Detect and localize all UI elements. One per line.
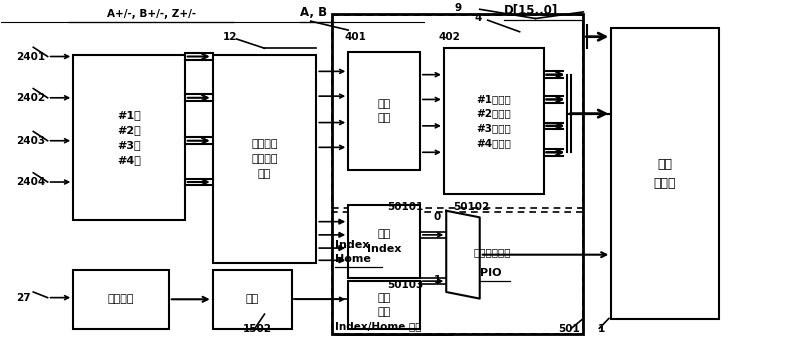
Text: 2401: 2401 xyxy=(16,52,45,62)
Text: 50102: 50102 xyxy=(454,202,490,212)
Text: A+/-, B+/-, Z+/-: A+/-, B+/-, Z+/- xyxy=(106,8,196,19)
Text: 12: 12 xyxy=(223,32,238,42)
Text: Home: Home xyxy=(334,254,370,264)
Text: 捕获
Index: 捕获 Index xyxy=(367,229,402,254)
Text: 回零开关: 回零开关 xyxy=(108,294,134,304)
Text: 1: 1 xyxy=(434,275,441,285)
Text: 2402: 2402 xyxy=(16,93,45,103)
Text: 4: 4 xyxy=(475,13,482,23)
Text: 回零信号捕获: 回零信号捕获 xyxy=(474,247,511,257)
Bar xyxy=(73,55,185,220)
Text: Index: Index xyxy=(334,240,369,250)
Text: 402: 402 xyxy=(438,32,460,42)
Text: 中央
处理器: 中央 处理器 xyxy=(654,158,676,190)
Text: A, B: A, B xyxy=(300,5,327,19)
Text: #1轴
#2轴
#3轴
#4轴: #1轴 #2轴 #3轴 #4轴 xyxy=(117,110,141,165)
Bar xyxy=(332,13,583,334)
Text: 光耦: 光耦 xyxy=(246,294,259,304)
Bar xyxy=(73,270,169,329)
Bar xyxy=(213,55,316,263)
Text: 光电编码
器采样预
处理: 光电编码 器采样预 处理 xyxy=(251,139,278,179)
Bar xyxy=(213,270,292,329)
Text: 27: 27 xyxy=(16,293,30,303)
Text: 2403: 2403 xyxy=(16,136,45,146)
Bar xyxy=(348,281,420,329)
Text: 9: 9 xyxy=(454,3,462,12)
Bar xyxy=(444,48,543,193)
Text: 50101: 50101 xyxy=(387,202,423,212)
Text: 1: 1 xyxy=(598,324,605,334)
Bar xyxy=(332,212,583,334)
Polygon shape xyxy=(446,211,480,299)
Text: 2404: 2404 xyxy=(16,177,45,187)
Text: PIO: PIO xyxy=(480,268,502,278)
Text: D[15..0]: D[15..0] xyxy=(504,4,558,17)
Text: 50103: 50103 xyxy=(387,280,423,290)
Text: #1轴计数
#2轴计数
#3轴计数
#4轴计数: #1轴计数 #2轴计数 #3轴计数 #4轴计数 xyxy=(476,94,511,148)
Bar xyxy=(332,15,583,209)
Bar xyxy=(611,28,719,319)
Bar xyxy=(348,205,420,278)
Text: 401: 401 xyxy=(344,32,366,42)
Text: 消抖
滤波: 消抖 滤波 xyxy=(378,293,390,317)
Bar xyxy=(348,52,420,171)
Text: 0: 0 xyxy=(434,212,441,222)
Text: Index/Home 选择: Index/Home 选择 xyxy=(334,321,421,331)
Text: 鉴相
倍频: 鉴相 倍频 xyxy=(378,99,390,123)
Text: 501: 501 xyxy=(558,324,579,334)
Text: 1502: 1502 xyxy=(243,324,272,334)
